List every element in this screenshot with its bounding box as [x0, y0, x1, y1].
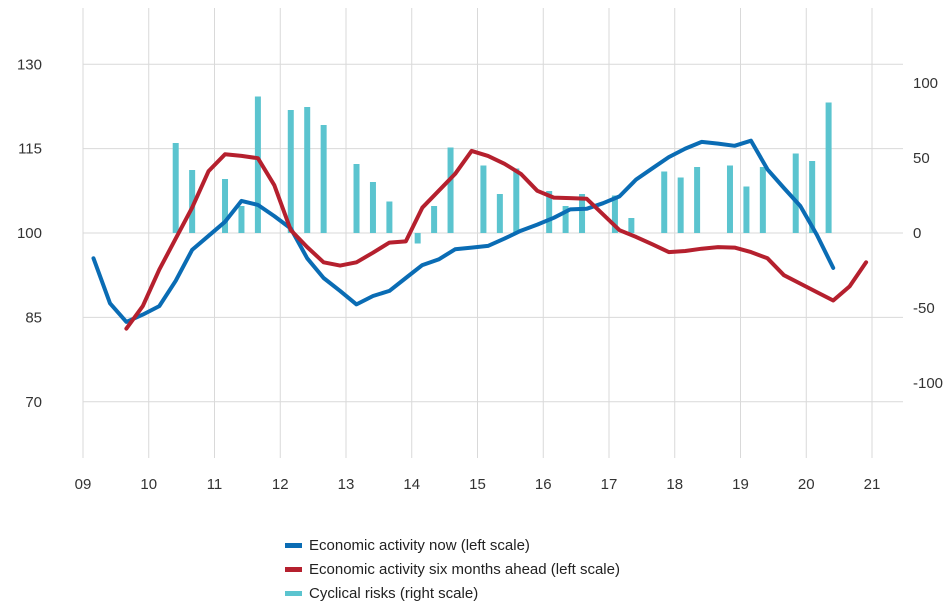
cyclical-risk-bar	[447, 147, 454, 233]
cyclical-risk-bar	[254, 96, 261, 233]
legend-item-cyclical-risks: Cyclical risks (right scale)	[285, 581, 620, 605]
combo-chart: 09 10 11 12 13 14 15 16 17 18 19 20 21 70 85 100 115 130 -…	[17, 8, 943, 493]
cyclical-risk-bar	[661, 171, 668, 233]
cyclical-risk-bar	[222, 179, 229, 233]
x-tick-label: 13	[338, 476, 355, 493]
cyclical-risk-bar	[496, 194, 503, 233]
cyclical-risk-bar	[189, 170, 196, 233]
legend-item-activity-ahead: Economic activity six months ahead (left…	[285, 557, 620, 581]
cyclical-risk-bar	[628, 218, 635, 233]
cyclical-risk-bar	[238, 206, 245, 233]
cyclical-risk-bar	[304, 107, 311, 233]
x-tick-label: 14	[403, 476, 420, 493]
line-activity-six-months-ahead	[124, 148, 869, 331]
cyclical-risk-bar	[677, 177, 684, 233]
x-tick-label: 18	[666, 476, 683, 493]
left-tick-label: 115	[18, 141, 42, 158]
cyclical-risk-bar	[513, 168, 520, 233]
x-tick-label: 11	[207, 476, 223, 493]
x-tick-label: 10	[140, 476, 157, 493]
cyclical-risk-bar	[414, 233, 421, 244]
cyclical-risk-bar	[792, 153, 799, 233]
x-tick-label: 09	[75, 476, 92, 493]
legend-label-activity-now: Economic activity now (left scale)	[309, 536, 530, 554]
cyclical-risk-bar	[386, 201, 393, 233]
cyclical-risk-bar	[611, 195, 618, 233]
cyclical-risk-bar	[369, 182, 376, 233]
x-tick-label: 16	[535, 476, 552, 493]
cyclical-risk-bar	[320, 125, 327, 233]
cyclical-risk-bar	[809, 161, 816, 233]
legend-item-activity-now: Economic activity now (left scale)	[285, 533, 620, 557]
activity-lines	[91, 138, 869, 331]
left-tick-label: 85	[25, 309, 42, 326]
cyclical-risk-bar	[694, 167, 701, 233]
right-tick-label: 50	[913, 150, 930, 167]
cyclical-risk-bar	[579, 194, 586, 233]
line-activity-now	[91, 138, 836, 324]
left-tick-label: 70	[25, 394, 42, 411]
legend-swatch-activity-ahead	[285, 566, 302, 572]
legend-swatch-activity-now	[285, 542, 302, 548]
right-tick-label: -50	[913, 300, 935, 317]
x-tick-label: 19	[732, 476, 749, 493]
axis-labels: 09 10 11 12 13 14 15 16 17 18 19 20 21 70 85 100 115 130 -…	[17, 56, 943, 493]
cyclical-risk-bar	[287, 110, 294, 233]
left-tick-label: 100	[17, 225, 42, 242]
legend-label-activity-ahead: Economic activity six months ahead (left…	[309, 560, 620, 578]
cyclical-risk-bar	[743, 186, 750, 233]
right-tick-label: -100	[913, 375, 943, 392]
x-tick-label: 17	[601, 476, 618, 493]
cyclical-risk-bar	[431, 206, 438, 233]
x-tick-label: 21	[864, 476, 881, 493]
gridlines	[82, 8, 903, 458]
cyclical-risk-bar	[562, 206, 569, 233]
cyclical-risk-bar	[353, 164, 360, 233]
right-tick-label: 100	[913, 75, 938, 92]
cyclical-risk-bar	[546, 191, 553, 233]
cyclical-risk-bar	[759, 167, 766, 233]
cyclical-risks-bars	[172, 96, 832, 244]
x-tick-label: 20	[798, 476, 815, 493]
legend-swatch-cyclical-risks	[285, 590, 302, 596]
legend: Economic activity now (left scale) Econo…	[285, 533, 620, 605]
legend-label-cyclical-risks: Cyclical risks (right scale)	[309, 584, 479, 602]
cyclical-risk-bar	[172, 143, 179, 233]
cyclical-risk-bar	[825, 102, 832, 233]
left-tick-label: 130	[17, 56, 42, 73]
x-tick-label: 15	[469, 476, 486, 493]
x-tick-label: 12	[272, 476, 289, 493]
right-tick-label: 0	[913, 225, 921, 242]
cyclical-risk-bar	[726, 165, 733, 233]
cyclical-risk-bar	[480, 165, 487, 233]
